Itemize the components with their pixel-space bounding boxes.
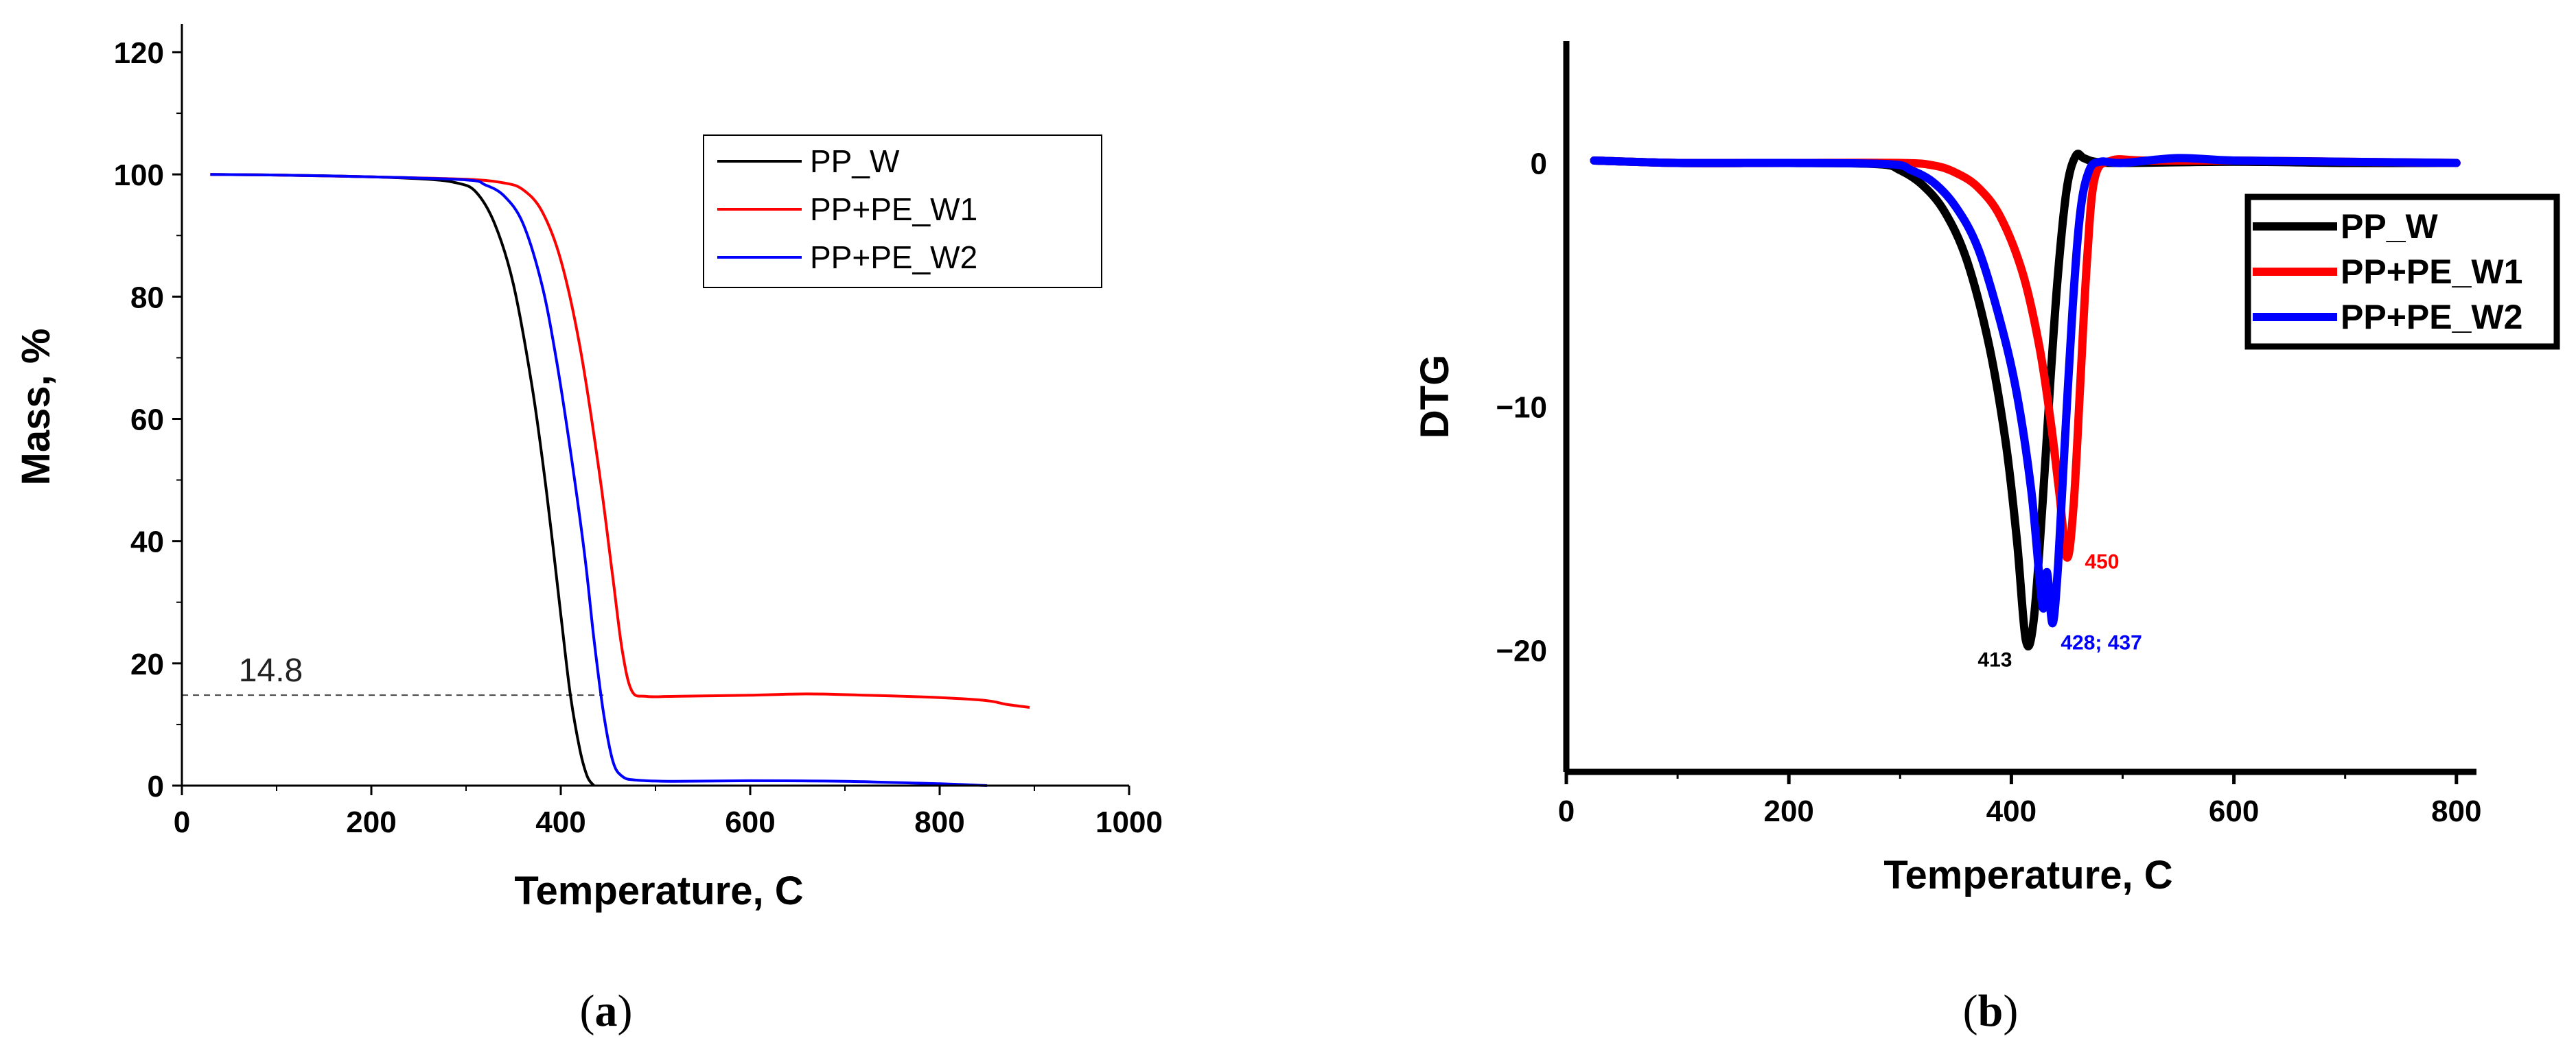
legend-label: PP+PE_W2 xyxy=(2341,298,2522,336)
annotation-label: 14.8 xyxy=(239,653,303,689)
y-tick-label: 0 xyxy=(148,770,164,803)
x-tick-label: 600 xyxy=(725,806,775,839)
y-tick-label: 60 xyxy=(130,403,164,437)
legend-label: PP+PE_W2 xyxy=(810,239,977,275)
series-line xyxy=(1590,154,2461,628)
y-axis-label: DTG xyxy=(1413,355,1457,438)
x-tick-label: 400 xyxy=(1986,795,2037,828)
peak-labels: 413 450 428; 437 xyxy=(1977,551,2142,672)
legend-label: PP_W xyxy=(2341,207,2439,246)
caption-letter: b xyxy=(1978,986,2004,1036)
y-tick-label: 100 xyxy=(114,158,164,192)
x-tick-label: 200 xyxy=(1763,795,1813,828)
caption-a: (a) xyxy=(580,986,633,1036)
peak-label: 428; 437 xyxy=(2061,631,2142,654)
axis-ticks: 0 200 400 600 800 1000 0 20 40 60 80 100 120 xyxy=(114,36,1163,839)
x-axis-label: Temperature, C xyxy=(514,869,803,913)
x-axis-label: Temperature, C xyxy=(1883,853,2172,897)
legend-label: PP+PE_W1 xyxy=(810,191,977,227)
x-tick-label: 800 xyxy=(2431,795,2481,828)
peak-label: 413 xyxy=(1977,648,2012,671)
x-tick-label: 200 xyxy=(346,806,396,839)
y-tick-label: 0 xyxy=(1531,148,1547,181)
caption-letter: a xyxy=(595,986,618,1036)
x-tick-label: 800 xyxy=(914,806,964,839)
legend: PP_W PP+PE_W1 PP+PE_W2 xyxy=(703,134,1102,288)
legend-label: PP_W xyxy=(810,143,900,179)
peak-label: 450 xyxy=(2085,551,2119,574)
y-tick-label: −20 xyxy=(1496,635,1547,668)
panel-a-tga-chart: Mass, % Temperature, C 0 200 400 600 800 1000… xyxy=(14,24,1163,1036)
legend-label: PP+PE_W1 xyxy=(2341,252,2522,291)
y-tick-label: 80 xyxy=(130,281,164,314)
x-tick-label: 0 xyxy=(1558,795,1575,828)
series-lines xyxy=(210,173,1030,787)
series-line xyxy=(210,173,988,787)
series-lines xyxy=(1590,150,2461,650)
axis-ticks: 0 200 400 600 800 0 −10 −20 xyxy=(1496,148,2481,829)
y-tick-label: −10 xyxy=(1496,391,1547,425)
x-tick-label: 600 xyxy=(2209,795,2259,828)
y-tick-label: 120 xyxy=(114,36,164,70)
x-tick-label: 0 xyxy=(174,806,190,839)
x-tick-label: 400 xyxy=(535,806,585,839)
y-axis-label: Mass, % xyxy=(14,329,58,486)
legend: PP_W PP+PE_W1 PP+PE_W2 xyxy=(2244,193,2560,350)
y-tick-label: 40 xyxy=(130,526,164,559)
panel-b-dtg-chart: DTG Temperature, C 0 200 400 600 8000−10−20 … xyxy=(1413,41,2560,1036)
reference-line: 14.8 xyxy=(182,653,604,696)
caption-b: (b) xyxy=(1963,986,2019,1036)
x-tick-label: 1000 xyxy=(1095,806,1163,839)
y-tick-label: 20 xyxy=(130,648,164,681)
